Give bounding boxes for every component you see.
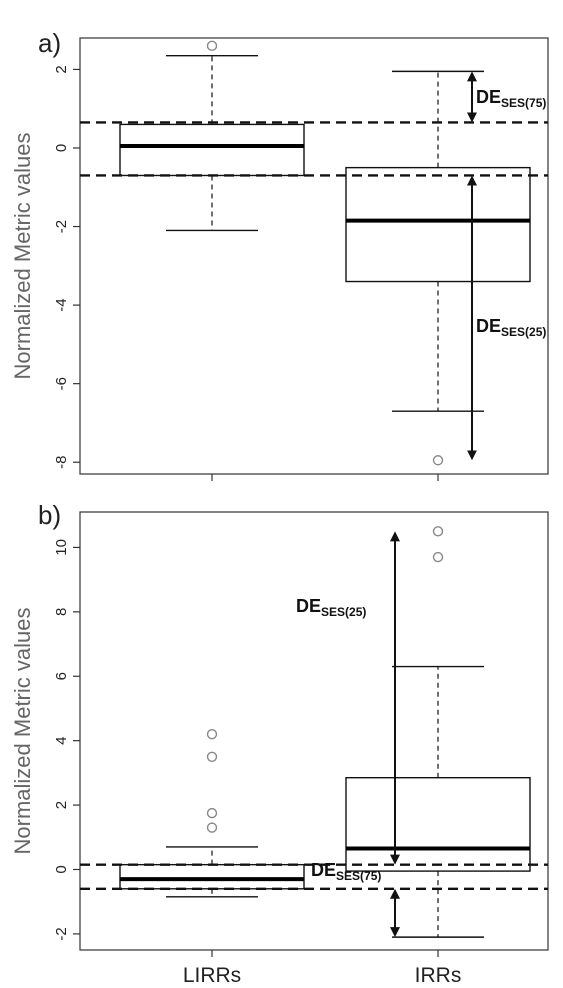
y-tick-label: 0 <box>53 144 70 152</box>
y-tick-label: -8 <box>53 456 70 469</box>
box-irrs <box>345 526 531 938</box>
panel-label: a) <box>38 28 61 58</box>
y-tick-label: 0 <box>53 865 70 873</box>
panel-b: b) Normalized Metric values -2 0 2 4 6 8 10 LIRRs… <box>10 500 549 987</box>
outlier-point <box>206 807 218 819</box>
y-axis-label: Normalized Metric values <box>10 608 35 855</box>
y-tick-label: 10 <box>53 539 70 556</box>
iqr-box <box>119 863 305 890</box>
outlier-point <box>206 822 218 833</box>
outlier-point <box>432 455 444 466</box>
outlier-point <box>206 751 218 762</box>
de-annotation: DESES(25) <box>467 175 546 461</box>
y-tick-label: 6 <box>53 672 70 680</box>
iqr-box <box>119 123 305 177</box>
de-label: DESES(75) <box>476 87 546 110</box>
iqr-box <box>345 776 531 872</box>
box-lirrs <box>119 40 305 232</box>
y-tick-label: 2 <box>53 801 70 809</box>
y-tick-label: 4 <box>53 736 70 744</box>
y-tick-label: -2 <box>53 927 70 940</box>
de-label-subscript: SES(75) <box>336 869 381 883</box>
panel-label: b) <box>38 500 61 530</box>
de-label-subscript: SES(25) <box>501 325 546 339</box>
y-axis-label: Normalized Metric values <box>10 133 35 380</box>
outlier-point <box>206 40 218 52</box>
de-label: DESES(25) <box>476 316 546 339</box>
panel-a: a) Normalized Metric values -8 -6 -4 -2 0 2 <box>10 28 549 481</box>
outlier-point <box>432 526 444 537</box>
y-tick-label: 2 <box>53 65 70 73</box>
y-tick-label: -4 <box>53 298 70 311</box>
y-tick-label: -2 <box>53 220 70 233</box>
box-lirrs <box>119 729 305 898</box>
de-label-subscript: SES(75) <box>501 96 546 110</box>
de-label: DESES(25) <box>296 596 366 619</box>
de-annotation: DESES(75) <box>467 71 546 123</box>
outlier-point <box>206 729 218 740</box>
y-tick-label: 8 <box>53 608 70 616</box>
x-category-label: LIRRs <box>183 964 241 987</box>
outlier-point <box>432 551 444 563</box>
y-tick-label: -6 <box>53 377 70 390</box>
plot-frame <box>79 511 549 951</box>
box-irrs <box>345 70 531 466</box>
x-category-label: IRRs <box>415 964 462 987</box>
de-label-subscript: SES(25) <box>321 605 366 619</box>
iqr-box <box>345 166 531 283</box>
plot-frame <box>79 37 549 475</box>
